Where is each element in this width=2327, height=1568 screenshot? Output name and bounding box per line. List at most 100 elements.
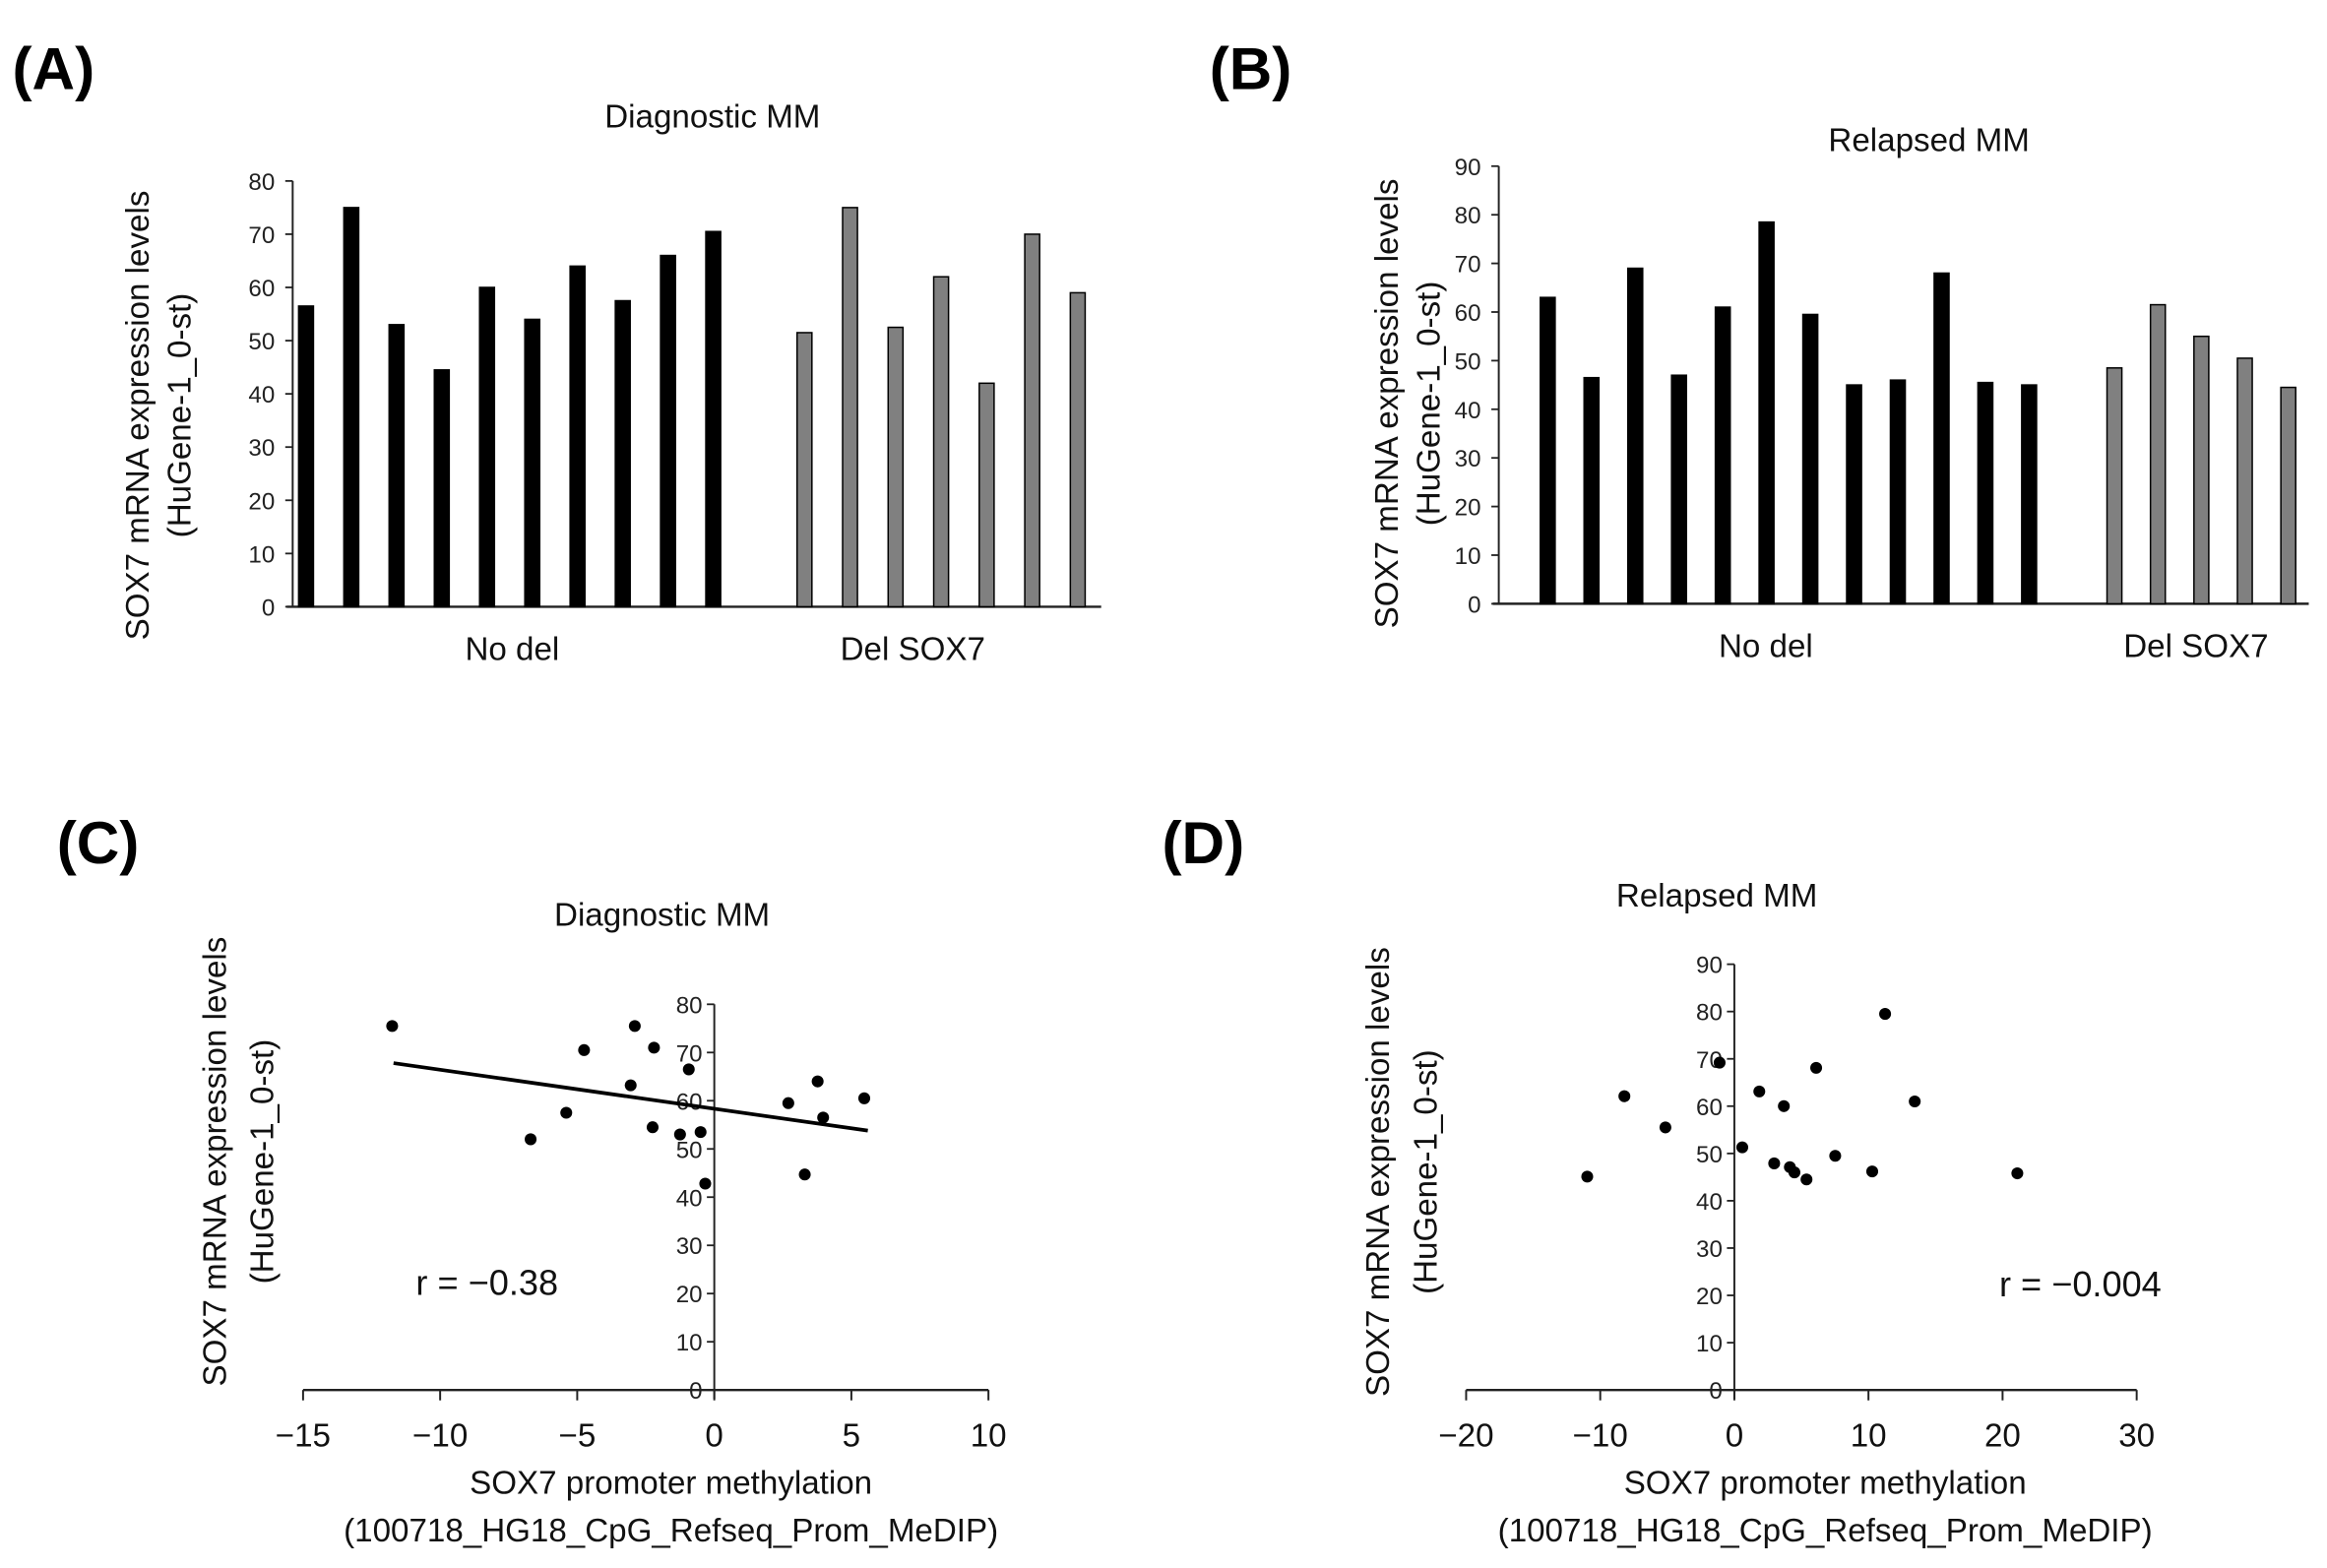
chart-title: Diagnostic MM [604,99,820,136]
y-tick-label: 10 [248,541,275,568]
y-tick-label: 0 [262,595,275,621]
bar [433,369,451,608]
bar [614,299,631,608]
data-point [857,1092,871,1104]
data-point [1810,1061,1823,1074]
bar [887,326,905,608]
y-axis-label-unit: (HuGene-1_0-st) [161,293,198,538]
y-tick-label: 70 [676,1040,703,1067]
data-point [1659,1121,1671,1134]
bar [1977,381,1994,605]
bar [978,382,995,608]
x-axis-label-unit: (100718_HG18_CpG_Refseq_Prom_MeDIP) [344,1513,998,1549]
y-tick-label: 80 [1696,1000,1723,1027]
panel-label-c: (C) [57,809,140,876]
scatter-chart-relapsed: −20 −10 0 10 20 300102030405060708090Relapsed… [1360,878,2162,1549]
x-tick-label: −15 [276,1417,331,1454]
group-label: Del SOX7 [2123,629,2268,665]
y-axis-label-unit: (HuGene-1_0-st) [1411,282,1447,527]
data-point [1879,1008,1892,1021]
y-tick-label: 50 [1455,348,1481,375]
data-point [628,1020,641,1033]
y-tick-label: 70 [248,222,275,249]
data-point [1909,1095,1921,1108]
data-point [386,1020,399,1033]
data-point [673,1128,686,1141]
correlation-label: r = −0.38 [415,1263,558,1303]
group-label: Del SOX7 [841,632,985,668]
y-tick-label: 80 [248,169,275,196]
data-point [694,1126,707,1139]
y-tick-label: 40 [676,1185,703,1212]
y-tick-label: 50 [1696,1142,1723,1168]
bar [2021,384,2038,605]
chart-title: Relapsed MM [1828,123,2029,159]
data-point [1788,1166,1800,1179]
scatter-chart-diagnostic: −15 −10 −5 0 5 1001020304050607080Diagnostic … [198,897,1007,1548]
data-point [578,1043,591,1056]
y-tick-label: 60 [1696,1095,1723,1121]
y-tick-label: 30 [676,1233,703,1260]
y-tick-label: 60 [1455,300,1481,327]
panel-label-a: (A) [12,34,94,101]
bar [1933,272,1950,605]
data-point [782,1097,794,1109]
y-tick-label: 90 [1696,953,1723,979]
bar [1540,296,1556,605]
y-tick-label: 30 [1455,446,1481,472]
bar [1714,306,1731,605]
bar [2280,386,2296,605]
y-tick-label: 0 [689,1378,702,1405]
y-tick-label: 20 [248,488,275,515]
data-point [648,1041,660,1054]
y-tick-label: 0 [1468,592,1480,618]
x-tick-label: 10 [971,1417,1007,1454]
data-point [1581,1170,1594,1183]
bar-chart-diagnostic: 0 10 20 30 40 50 60 70 80 No del Del SOX7 Diagnosti… [120,99,1101,668]
y-axis-label: SOX7 mRNA expression levels [120,191,157,641]
y-axis-label: SOX7 mRNA expression levels [198,937,234,1387]
y-tick-label: 70 [1455,252,1481,279]
y-axis-label: SOX7 mRNA expression levels [1360,947,1397,1397]
group-label: No del [1719,629,1813,665]
data-point [1800,1173,1813,1186]
x-tick-label: 0 [705,1417,723,1454]
bar [1069,291,1087,608]
y-tick-label: 80 [1455,203,1481,229]
bar [1024,233,1040,608]
data-point [560,1106,573,1119]
data-point [817,1111,830,1124]
y-axis-label-unit: (HuGene-1_0-st) [1408,1049,1444,1294]
bar [1583,376,1601,605]
bar [842,207,858,608]
y-tick-label: 80 [676,992,703,1019]
data-point [699,1177,712,1190]
data-point [1618,1090,1631,1102]
x-tick-label: 0 [1726,1417,1743,1454]
data-point [624,1079,637,1092]
correlation-label: r = −0.004 [1999,1264,2162,1304]
bar [1626,267,1644,605]
bar [524,318,541,608]
bar-chart-relapsed: 0 10 20 30 40 50 60 70 80 90 No del Del SOX7 Relapse… [1369,123,2309,665]
chart-title: Relapsed MM [1616,878,1817,914]
data-point [1713,1056,1726,1069]
bar [478,286,496,608]
y-tick-label: 50 [248,329,275,355]
y-tick-label: 10 [676,1330,703,1356]
bar [2106,367,2123,605]
x-tick-label: 30 [2118,1417,2155,1454]
x-tick-label: −10 [1573,1417,1628,1454]
y-tick-label: 40 [1696,1189,1723,1216]
data-point [1778,1099,1791,1112]
x-axis-label: SOX7 promoter methylation [1624,1466,2027,1502]
data-point [2011,1167,2024,1180]
y-tick-label: 10 [1455,543,1481,570]
bar [1801,313,1819,605]
bar [569,265,586,608]
trend-line [393,1061,868,1133]
y-tick-label: 90 [1455,155,1481,181]
bar [1889,379,1907,605]
bar [1670,374,1688,605]
